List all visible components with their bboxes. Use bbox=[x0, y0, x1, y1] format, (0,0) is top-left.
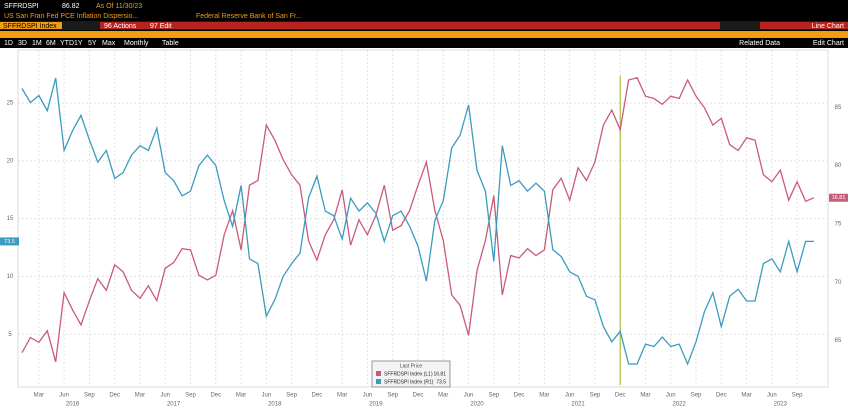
last-value-label: 73.5 bbox=[4, 239, 15, 245]
x-tick-label: Mar bbox=[741, 393, 751, 399]
x-tick-label: Mar bbox=[34, 393, 44, 399]
range-button[interactable]: 5Y bbox=[88, 40, 97, 47]
y-tick-label: 25 bbox=[7, 101, 14, 107]
range-button[interactable]: 6M bbox=[46, 40, 56, 47]
y2-tick-label: 65 bbox=[835, 338, 842, 344]
x-tick-label: Dec bbox=[210, 393, 221, 399]
x-tick-label: Mar bbox=[640, 393, 650, 399]
x-tick-label: Sep bbox=[387, 393, 398, 399]
year-label: 2017 bbox=[167, 402, 181, 408]
security-name: US San Fran Fed PCE Inflation Dispersio.… bbox=[4, 13, 138, 20]
last-value-tag bbox=[829, 193, 848, 202]
y2-tick-label: 85 bbox=[835, 105, 842, 111]
legend-label: SFFRDSPI Index (L1) bbox=[384, 371, 433, 377]
edit-button[interactable]: 97 Edit bbox=[150, 23, 172, 30]
x-tick-label: Jun bbox=[59, 393, 69, 399]
x-tick-label: Mar bbox=[438, 393, 448, 399]
legend-box bbox=[371, 360, 451, 388]
table-button[interactable]: Table bbox=[162, 40, 179, 47]
x-tick-label: Dec bbox=[615, 393, 626, 399]
legend-swatch bbox=[376, 371, 381, 376]
year-label: 2023 bbox=[774, 402, 788, 408]
x-tick-label: Mar bbox=[539, 393, 549, 399]
range-button[interactable]: Max bbox=[102, 40, 116, 47]
year-label: 2022 bbox=[673, 402, 687, 408]
y-tick-label: 10 bbox=[7, 274, 14, 280]
range-button[interactable]: 1Y bbox=[74, 40, 83, 47]
range-button[interactable]: 3D bbox=[18, 40, 27, 47]
range-buttons: 1D 3D 1M 6M YTD 1Y 5Y Max bbox=[4, 40, 116, 47]
legend-title: Last Price bbox=[400, 363, 422, 369]
x-tick-label: Jun bbox=[767, 393, 777, 399]
view-name: Line Chart bbox=[812, 23, 844, 30]
legend-value: 16.81 bbox=[433, 371, 446, 377]
period-select[interactable]: Monthly bbox=[124, 40, 149, 47]
legend-swatch bbox=[376, 379, 381, 384]
x-tick-label: Jun bbox=[565, 393, 575, 399]
as-of: As Of 11/30/23 bbox=[96, 3, 142, 10]
y-tick-label: 5 bbox=[8, 332, 12, 338]
x-tick-label: Dec bbox=[413, 393, 424, 399]
header-value: 86.82 bbox=[62, 3, 80, 10]
security: SFFRDSPI Index bbox=[3, 23, 57, 30]
x-tick-label: Sep bbox=[185, 393, 196, 399]
year-label: 2021 bbox=[571, 402, 585, 408]
x-tick-label: Jun bbox=[464, 393, 474, 399]
x-tick-label: Sep bbox=[691, 393, 702, 399]
y-tick-label: 15 bbox=[7, 216, 14, 222]
range-button[interactable]: YTD bbox=[60, 40, 74, 47]
legend-label: SFFRDSPI Index (R1) bbox=[384, 379, 434, 385]
x-tick-label: Jun bbox=[363, 393, 373, 399]
x-tick-label: Jun bbox=[666, 393, 676, 399]
year-label: 2020 bbox=[470, 402, 484, 408]
series-line bbox=[21, 76, 815, 363]
legend: Last Price SFFRDSPI Index (L1) 16.81 SFFRDS… bbox=[371, 360, 451, 388]
view-bar bbox=[760, 22, 848, 29]
actions-button[interactable]: 96 Actions bbox=[104, 23, 137, 30]
last-value-tag bbox=[0, 237, 19, 246]
x-tick-label: Sep bbox=[84, 393, 95, 399]
range-button[interactable]: 1D bbox=[4, 40, 13, 47]
series-line bbox=[21, 77, 814, 366]
related-data[interactable]: Related Data bbox=[739, 40, 780, 47]
x-tick-label: Jun bbox=[160, 393, 170, 399]
x-tick-label: Dec bbox=[716, 393, 727, 399]
x-tick-label: Sep bbox=[590, 393, 601, 399]
x-tick-label: Sep bbox=[286, 393, 297, 399]
x-tick-label: Sep bbox=[792, 393, 803, 399]
option-bar bbox=[0, 31, 848, 38]
ticker: SFFRDSPI bbox=[4, 3, 39, 10]
range-button[interactable]: 1M bbox=[32, 40, 42, 47]
y2-tick-label: 80 bbox=[835, 163, 842, 169]
year-label: 2016 bbox=[66, 402, 80, 408]
x-tick-label: Dec bbox=[312, 393, 323, 399]
x-tick-label: Mar bbox=[135, 393, 145, 399]
x-tick-label: Dec bbox=[514, 393, 525, 399]
source: Federal Reserve Bank of San Fr... bbox=[196, 13, 302, 20]
edit-chart[interactable]: Edit Chart bbox=[813, 40, 844, 47]
x-tick-label: Mar bbox=[337, 393, 347, 399]
y2-tick-label: 70 bbox=[835, 280, 842, 286]
security-field[interactable] bbox=[0, 22, 62, 29]
x-tick-label: Sep bbox=[488, 393, 499, 399]
action-bar bbox=[100, 22, 720, 29]
x-tick-label: Mar bbox=[236, 393, 246, 399]
y-tick-label: 20 bbox=[7, 158, 14, 164]
last-value-label: 16.81 bbox=[832, 195, 846, 201]
year-label: 2018 bbox=[268, 402, 282, 408]
x-tick-label: Jun bbox=[261, 393, 271, 399]
legend-value: 73.5 bbox=[436, 379, 446, 385]
y2-tick-label: 75 bbox=[835, 221, 842, 227]
x-tick-label: Dec bbox=[109, 393, 120, 399]
year-label: 2019 bbox=[369, 402, 383, 408]
